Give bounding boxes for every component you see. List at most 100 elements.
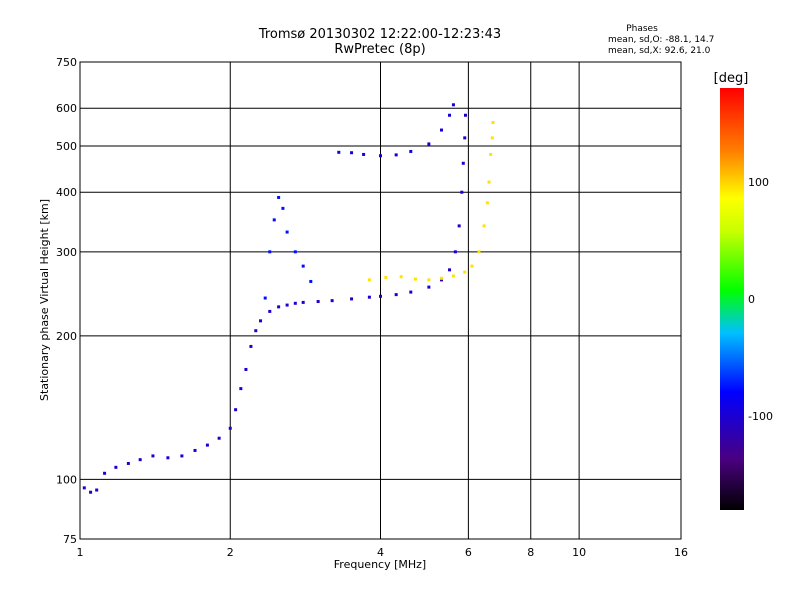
data-point — [448, 113, 452, 117]
colorbar — [720, 88, 744, 510]
y-tick-label: 600 — [56, 102, 77, 115]
data-point — [427, 278, 431, 282]
data-point — [263, 296, 267, 300]
colorbar-tick-label: 100 — [748, 176, 769, 189]
data-point — [277, 305, 281, 309]
colorbar-tick-label: -100 — [748, 410, 773, 423]
phase-stats-o: mean, sd,O: -88.1, 14.7 — [608, 35, 714, 45]
data-point — [463, 270, 467, 274]
data-point — [268, 309, 272, 313]
data-point — [485, 201, 489, 205]
data-point — [301, 264, 305, 268]
data-point — [440, 128, 444, 132]
data-point — [249, 344, 253, 348]
data-point — [138, 458, 142, 462]
data-point — [126, 461, 130, 465]
y-tick-label: 750 — [56, 56, 77, 69]
colorbar-tick-label: 0 — [748, 293, 755, 306]
data-point — [285, 230, 289, 234]
y-tick-label: 200 — [56, 330, 77, 343]
x-axis-label: Frequency [MHz] — [334, 558, 426, 571]
data-point — [463, 136, 467, 140]
x-tick-label: 4 — [377, 546, 384, 559]
data-point — [367, 295, 371, 299]
x-tick-label: 6 — [465, 546, 472, 559]
data-point — [89, 490, 93, 494]
data-point — [228, 426, 232, 430]
data-point — [330, 299, 334, 303]
data-point — [82, 486, 86, 490]
data-point — [193, 448, 197, 452]
data-point — [166, 456, 170, 460]
data-point — [413, 277, 417, 281]
data-point — [268, 250, 272, 254]
y-tick-label: 300 — [56, 246, 77, 259]
colorbar-tick-labels: -100 0 100 — [748, 176, 773, 423]
chart-title: Tromsø 20130302 12:22:00-12:23:43 — [258, 27, 501, 42]
data-point — [272, 218, 276, 222]
y-tick-label: 100 — [56, 473, 77, 486]
y-tick-label: 75 — [63, 533, 77, 546]
data-point — [409, 149, 413, 153]
x-tick-label: 16 — [674, 546, 688, 559]
y-tick-label: 500 — [56, 140, 77, 153]
x-tick-label: 2 — [227, 546, 234, 559]
phase-stats-title: Phases — [626, 24, 658, 34]
data-point — [451, 103, 455, 107]
chart-subtitle: RwPretec (8p) — [334, 42, 425, 57]
phase-stats-x: mean, sd,X: 92.6, 21.0 — [608, 46, 711, 56]
data-point — [453, 250, 457, 254]
x-tick-label: 1 — [77, 546, 84, 559]
data-point — [460, 190, 464, 194]
data-point — [337, 150, 341, 154]
data-point — [350, 151, 354, 155]
data-point — [461, 161, 465, 165]
x-tick-label: 10 — [572, 546, 586, 559]
data-point — [151, 454, 155, 458]
data-point — [362, 152, 366, 156]
data-point — [239, 387, 243, 391]
data-point — [394, 153, 398, 157]
data-point — [103, 471, 107, 475]
data-point — [490, 136, 494, 140]
x-tick-label: 8 — [527, 546, 534, 559]
data-point — [293, 301, 297, 305]
data-point — [309, 279, 313, 283]
y-tick-label: 400 — [56, 186, 77, 199]
grid — [80, 62, 681, 539]
data-point — [205, 443, 209, 447]
data-point — [487, 180, 491, 184]
plot-frame — [79, 61, 682, 540]
data-point — [95, 488, 99, 492]
data-point — [427, 285, 431, 289]
data-point — [293, 250, 297, 254]
data-point — [384, 276, 388, 280]
y-axis-label: Stationary phase Virtual Height [km] — [38, 199, 51, 401]
data-point — [217, 436, 221, 440]
data-point — [234, 408, 238, 412]
scatter-points — [82, 103, 495, 494]
data-point — [482, 224, 486, 228]
data-point — [379, 294, 382, 298]
data-point — [254, 329, 258, 333]
data-point — [281, 206, 285, 210]
data-point — [316, 300, 320, 304]
data-point — [244, 367, 248, 371]
data-point — [285, 303, 289, 307]
data-point — [277, 195, 281, 199]
data-point — [477, 250, 481, 254]
data-point — [427, 142, 431, 146]
data-point — [114, 465, 118, 469]
y-tick-labels: 75 100 200 300 400 500 600 750 — [56, 56, 77, 546]
data-point — [440, 278, 444, 282]
data-point — [491, 121, 495, 125]
data-point — [180, 454, 184, 458]
data-point — [350, 297, 354, 301]
data-point — [379, 154, 382, 158]
data-point — [440, 276, 444, 280]
data-point — [463, 113, 467, 117]
data-point — [470, 264, 474, 268]
data-point — [301, 300, 305, 304]
